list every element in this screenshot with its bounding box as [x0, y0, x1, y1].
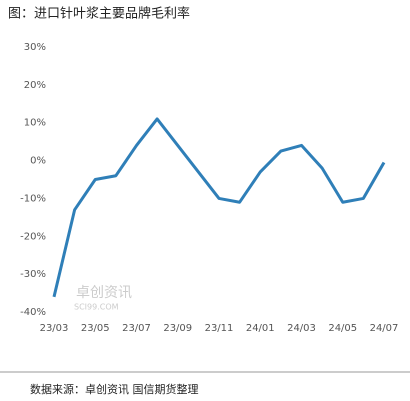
x-tick-label: 23/05	[81, 323, 110, 334]
source-note: 数据来源：卓创资讯 国信期货整理	[30, 382, 199, 396]
x-tick-label: 23/03	[40, 323, 69, 334]
x-tick-label: 24/05	[328, 323, 357, 334]
data-line	[52, 117, 386, 298]
watermark: SCI99.COM	[74, 303, 119, 312]
watermark: 卓创资讯	[76, 285, 132, 301]
y-tick-label: -30%	[20, 269, 46, 280]
y-tick-label: 30%	[24, 42, 46, 53]
x-tick-label: 23/09	[163, 323, 192, 334]
y-tick-label: 20%	[24, 80, 46, 91]
y-tick-label: 0%	[30, 156, 46, 167]
y-tick-label: -10%	[20, 193, 46, 204]
x-tick-label: 24/01	[246, 323, 275, 334]
chart-title: 图：进口针叶浆主要品牌毛利率	[8, 6, 190, 22]
x-tick-label: 23/11	[205, 323, 234, 334]
y-tick-label: 10%	[24, 118, 46, 129]
x-tick-label: 24/07	[370, 323, 399, 334]
y-tick-label: -40%	[20, 307, 46, 318]
x-tick-label: 24/03	[287, 323, 316, 334]
y-tick-label: -20%	[20, 231, 46, 242]
x-tick-label: 23/07	[122, 323, 151, 334]
